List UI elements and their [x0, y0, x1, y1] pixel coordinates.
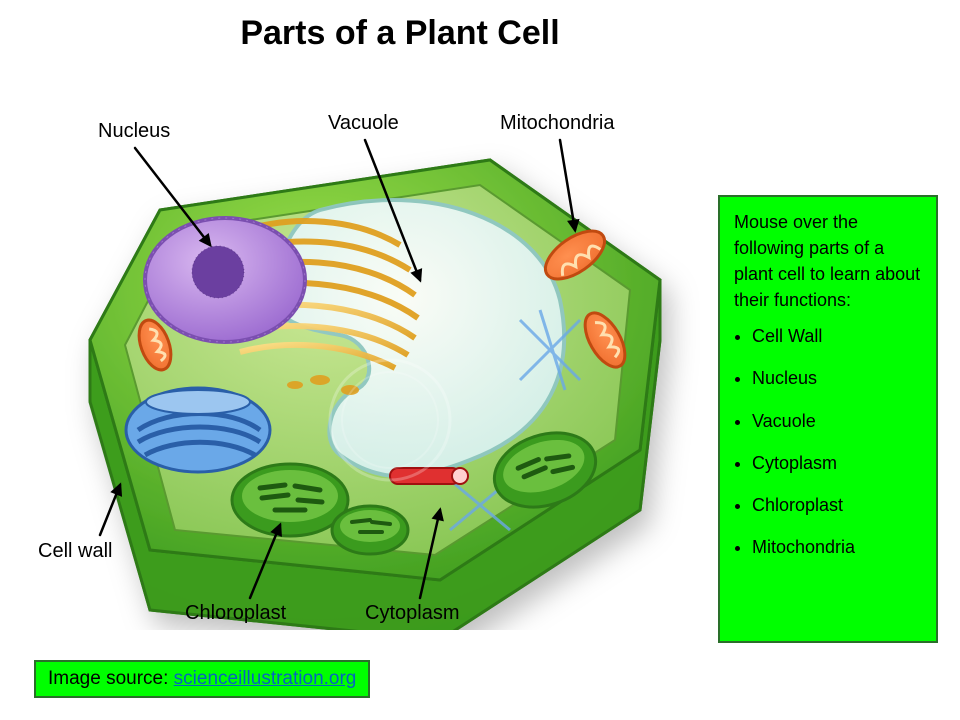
nucleus[interactable]	[145, 218, 305, 342]
source-prefix: Image source:	[48, 668, 174, 689]
endoplasmic-reticulum	[126, 388, 270, 472]
label-vacuole: Vacuole	[328, 112, 399, 135]
source-link[interactable]: scienceillustration.org	[174, 668, 357, 689]
label-cytoplasm: Cytoplasm	[365, 602, 459, 625]
info-item-cellwall[interactable]: Cell Wall	[752, 323, 922, 349]
info-item-mitochondria[interactable]: Mitochondria	[752, 534, 922, 560]
label-nucleus: Nucleus	[98, 120, 170, 143]
image-source: Image source: scienceillustration.org	[34, 660, 370, 698]
label-mitochondria: Mitochondria	[500, 112, 615, 135]
cell-diagram[interactable]: Nucleus Vacuole Mitochondria Cell wall C…	[20, 90, 700, 630]
info-intro: Mouse over the following parts of a plan…	[734, 209, 922, 313]
info-item-nucleus[interactable]: Nucleus	[752, 365, 922, 391]
plant-cell-svg	[20, 90, 700, 630]
page-title: Parts of a Plant Cell	[0, 14, 880, 53]
label-cellwall: Cell wall	[38, 540, 112, 563]
info-item-vacuole[interactable]: Vacuole	[752, 408, 922, 434]
info-list: Cell Wall Nucleus Vacuole Cytoplasm Chlo…	[734, 323, 922, 560]
info-item-chloroplast[interactable]: Chloroplast	[752, 492, 922, 518]
info-item-cytoplasm[interactable]: Cytoplasm	[752, 450, 922, 476]
tubule	[390, 468, 468, 484]
info-panel: Mouse over the following parts of a plan…	[718, 195, 938, 643]
label-chloroplast: Chloroplast	[185, 602, 286, 625]
